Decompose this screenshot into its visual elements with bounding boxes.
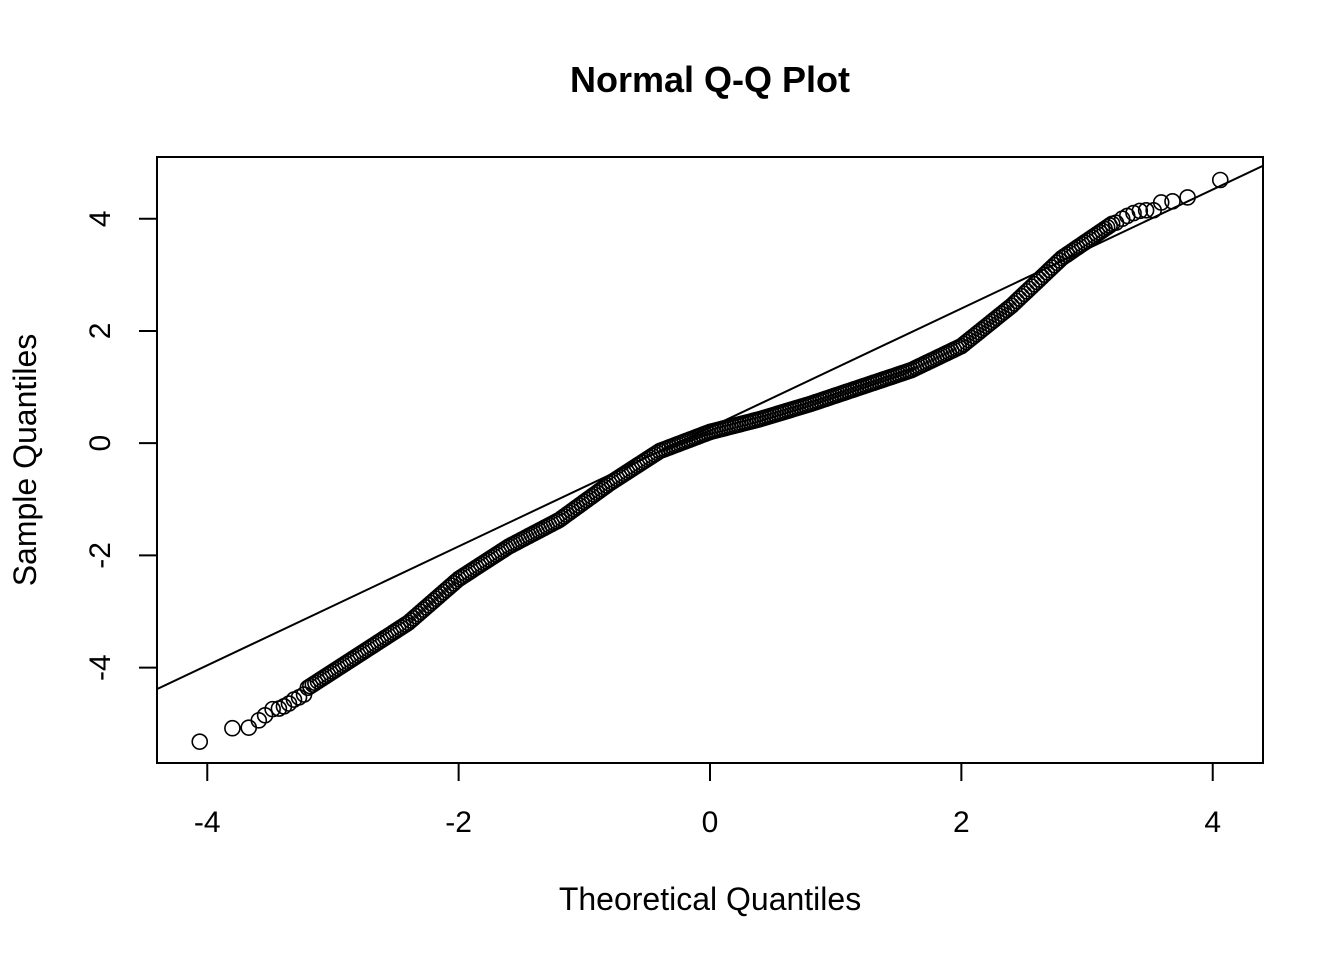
data-point — [224, 719, 241, 737]
data-point — [1152, 194, 1170, 211]
data-point — [280, 695, 298, 712]
data-point — [1179, 189, 1196, 206]
y-tick-label: 4 — [84, 210, 117, 227]
x-tick-label: 2 — [953, 806, 970, 839]
data-point — [264, 700, 281, 718]
y-axis: -4 -2 0 2 4 — [84, 210, 157, 681]
y-tick-label: -2 — [84, 542, 117, 569]
y-tick-label: 2 — [84, 323, 117, 340]
data-point — [1164, 193, 1181, 210]
x-axis-title: Theoretical Quantiles — [559, 881, 861, 917]
y-axis-title: Sample Quantiles — [7, 334, 43, 587]
data-point — [240, 719, 258, 736]
plot-frame — [156, 156, 1264, 764]
plot-area — [157, 164, 1263, 750]
x-axis: -4 -2 0 2 4 — [194, 763, 1221, 839]
data-points — [191, 171, 1229, 750]
data-point — [191, 733, 209, 750]
data-point — [1211, 171, 1229, 189]
data-point — [1137, 202, 1155, 219]
chart-title: Normal Q-Q Plot — [570, 59, 850, 100]
y-tick-label: 0 — [84, 435, 117, 452]
x-tick-label: 0 — [702, 806, 719, 839]
x-tick-label: -4 — [194, 806, 221, 839]
y-tick-label: -4 — [84, 654, 117, 681]
data-point — [1098, 218, 1116, 236]
x-tick-label: -2 — [445, 806, 472, 839]
x-tick-label: 4 — [1204, 806, 1221, 839]
data-point — [295, 686, 313, 703]
data-point — [1131, 202, 1149, 220]
